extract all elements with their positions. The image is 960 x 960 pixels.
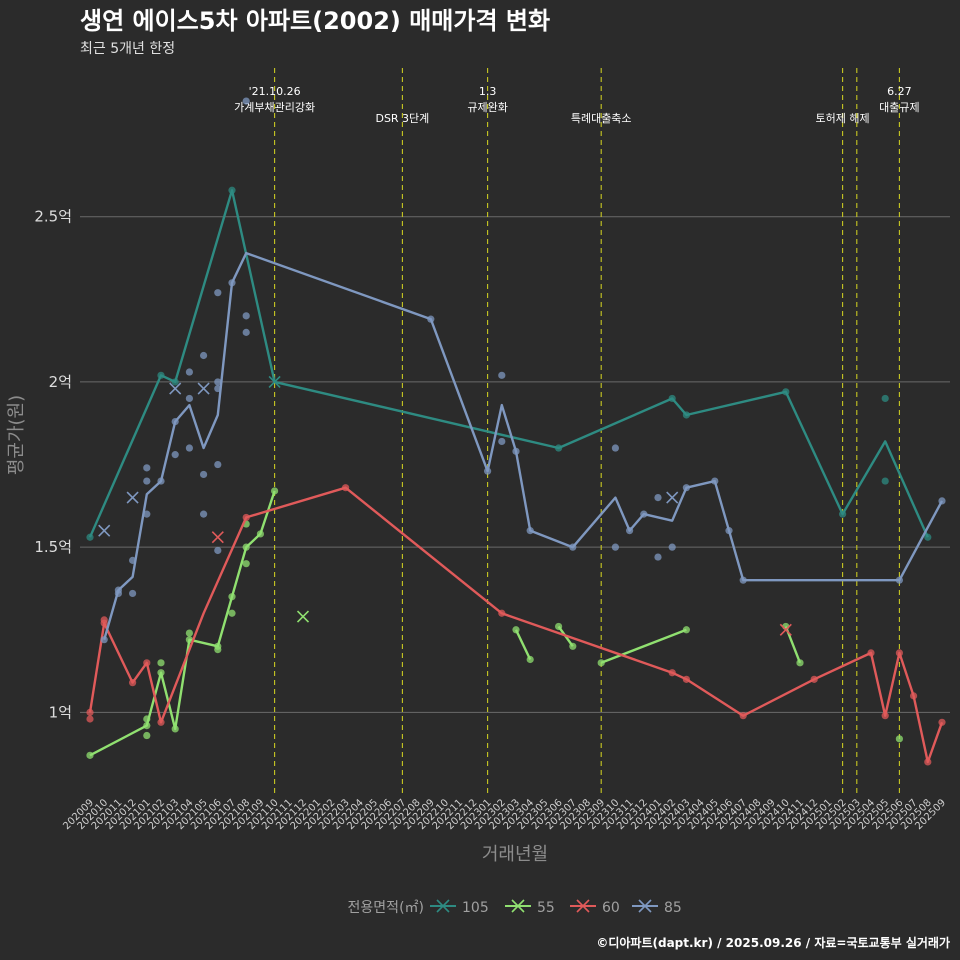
data-point [143, 510, 151, 518]
data-point [143, 731, 151, 740]
legend-cross-icon [638, 899, 652, 913]
data-point [171, 451, 179, 459]
data-point [214, 378, 222, 386]
data-point [214, 546, 222, 555]
cross-marker [197, 382, 210, 395]
chart-subtitle: 최근 5개년 한정 [80, 41, 175, 57]
cross-marker [211, 531, 224, 544]
data-point [242, 328, 250, 336]
series-line-segment [600, 628, 687, 664]
chart-title: 생연 에이스5차 아파트(2002) 매매가격 변화 [80, 7, 550, 35]
data-point [200, 351, 208, 360]
y-tick-label: 2.5억 [34, 208, 72, 226]
data-point [200, 470, 208, 479]
data-point [611, 444, 620, 452]
data-point [228, 609, 236, 617]
data-point [214, 460, 222, 469]
data-point [881, 394, 889, 403]
series-line-segment [514, 629, 532, 661]
cross-marker [779, 623, 792, 636]
data-point [129, 589, 137, 598]
cross-marker [126, 491, 139, 504]
event-label: 대출규제 [879, 101, 919, 114]
event-label: 토허제 해제 [816, 111, 870, 125]
data-point [143, 464, 151, 472]
x-axis-ticks: 2020092020102020112020122021012021022021… [61, 797, 948, 832]
data-point [242, 97, 250, 105]
data-point [654, 493, 662, 502]
cross-marker [98, 524, 111, 537]
series-line [88, 486, 944, 764]
legend-label: 85 [664, 900, 682, 916]
data-point [157, 659, 165, 667]
data-point [185, 444, 193, 452]
data-point [498, 437, 506, 446]
cross-marker [666, 491, 679, 504]
legend-cross-icon [511, 899, 525, 913]
y-tick-label: 1억 [49, 703, 72, 721]
legend-label: 60 [602, 900, 620, 916]
event-label: 규제완화 [467, 101, 507, 114]
data-point [214, 289, 222, 297]
y-tick-label: 2억 [49, 373, 72, 391]
cross-marker [169, 382, 182, 395]
cross-marker [296, 610, 310, 623]
legend-title: 전용면적(㎡) [348, 900, 424, 916]
data-point [498, 371, 506, 379]
series-layer [86, 97, 946, 766]
legend-item-105: 105 [430, 899, 489, 916]
legend-label: 55 [537, 900, 555, 916]
series-60 [86, 484, 946, 766]
legend-label: 105 [462, 900, 489, 916]
data-point [185, 368, 193, 376]
series-55 [86, 487, 904, 759]
legend-cross-icon [436, 899, 450, 913]
legend: 전용면적(㎡) 105 55 60 85 [348, 899, 682, 916]
y-tick-label: 1.5억 [34, 538, 72, 556]
event-label: 가계부채관리강화 [234, 101, 315, 114]
series-line [88, 189, 929, 538]
data-point [242, 560, 250, 568]
data-point [654, 553, 662, 561]
series-line [89, 490, 276, 757]
caption: ©디아파트(dapt.kr) / 2025.09.26 / 자료=국토교통부 실… [596, 935, 950, 950]
data-point [100, 616, 108, 624]
event-label: 1.3 [479, 85, 497, 98]
data-point [86, 715, 94, 723]
event-label: 특례대출축소 [571, 112, 632, 125]
data-point [185, 394, 193, 403]
grid: 1억 1.5억 2억 2.5억 [34, 208, 950, 721]
data-point [214, 646, 222, 654]
event-label: DSR 3단계 [375, 112, 429, 125]
data-point [895, 735, 904, 743]
series-line [103, 251, 944, 641]
cross-marker [268, 375, 281, 388]
data-point [881, 477, 889, 485]
series-85 [98, 97, 946, 644]
legend-cross-icon [576, 899, 590, 913]
legend-item-85: 85 [632, 899, 682, 916]
data-point [200, 510, 208, 518]
data-point [611, 543, 620, 551]
series-105 [86, 186, 932, 541]
event-label: '21.10.26 [249, 85, 301, 98]
data-point [185, 629, 193, 637]
legend-item-60: 60 [570, 899, 620, 916]
y-axis-title: 평균가(원) [6, 395, 27, 475]
data-point [668, 543, 676, 551]
data-point [242, 312, 250, 320]
event-label: 6.27 [887, 85, 912, 98]
legend-item-55: 55 [505, 899, 555, 916]
x-axis-title: 거래년월 [482, 844, 548, 865]
data-point [143, 477, 151, 485]
